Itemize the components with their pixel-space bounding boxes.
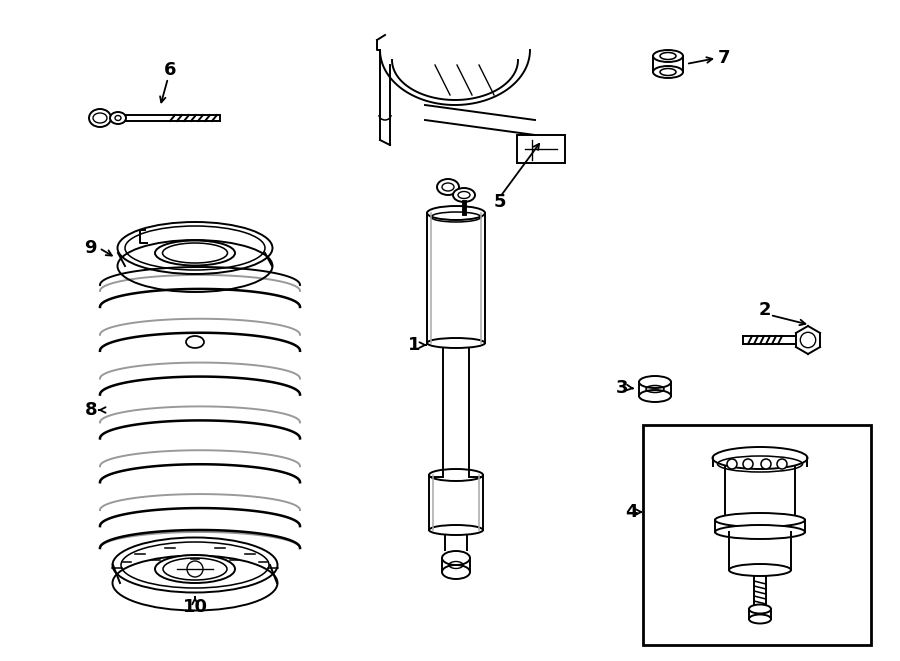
Ellipse shape <box>653 50 683 62</box>
Ellipse shape <box>89 109 111 127</box>
Ellipse shape <box>749 615 771 623</box>
Ellipse shape <box>112 537 277 592</box>
Circle shape <box>743 459 753 469</box>
Ellipse shape <box>186 336 204 348</box>
Bar <box>517 135 565 163</box>
Ellipse shape <box>442 565 470 579</box>
Ellipse shape <box>749 605 771 613</box>
Text: 5: 5 <box>494 193 506 211</box>
Ellipse shape <box>639 376 671 388</box>
Circle shape <box>727 459 737 469</box>
Text: 10: 10 <box>183 598 208 616</box>
Ellipse shape <box>427 338 485 348</box>
Text: 1: 1 <box>408 336 420 354</box>
Ellipse shape <box>729 564 791 576</box>
Text: 9: 9 <box>85 239 97 257</box>
Text: 4: 4 <box>626 503 638 521</box>
Text: 6: 6 <box>164 61 176 79</box>
Ellipse shape <box>429 469 483 481</box>
Ellipse shape <box>713 447 807 469</box>
Ellipse shape <box>715 525 805 539</box>
Ellipse shape <box>155 555 235 583</box>
Ellipse shape <box>155 241 235 266</box>
Ellipse shape <box>639 390 671 402</box>
Circle shape <box>777 459 787 469</box>
Ellipse shape <box>429 525 483 535</box>
Text: 3: 3 <box>616 379 628 397</box>
Ellipse shape <box>437 179 459 195</box>
Ellipse shape <box>110 112 126 124</box>
Text: 7: 7 <box>718 49 731 67</box>
Circle shape <box>761 459 771 469</box>
Ellipse shape <box>427 206 485 220</box>
Ellipse shape <box>715 513 805 527</box>
Ellipse shape <box>118 222 273 274</box>
Text: 2: 2 <box>759 301 771 319</box>
Bar <box>643 425 871 645</box>
Ellipse shape <box>653 66 683 78</box>
Text: 8: 8 <box>85 401 97 419</box>
Ellipse shape <box>453 188 475 202</box>
Ellipse shape <box>442 551 470 565</box>
